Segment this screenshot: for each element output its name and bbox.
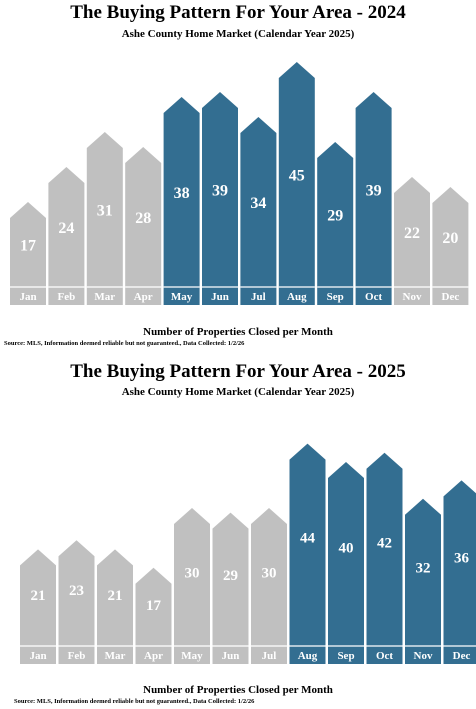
tick-label-jun: Jun	[211, 291, 229, 303]
bar-oct	[366, 452, 403, 664]
bar-mar	[86, 132, 123, 305]
bar-nov	[405, 498, 441, 664]
bar-oct	[355, 92, 392, 305]
data-label-jul: 34	[250, 195, 266, 212]
data-label-apr: 28	[135, 210, 151, 227]
chart-subtitle: Ashe County Home Market (Calendar Year 2…	[121, 28, 355, 40]
tick-label-oct: Oct	[365, 291, 382, 303]
source-note: Source: MLS, Information deemed reliable…	[4, 340, 245, 347]
bar-nov	[394, 177, 430, 305]
data-label-oct: 39	[366, 183, 382, 200]
bar-jan	[20, 549, 56, 664]
data-label-may: 30	[185, 565, 200, 581]
tick-label-apr: Apr	[134, 291, 153, 303]
chart-panel-2024: The Buying Pattern For Your Area - 2024 …	[0, 0, 476, 350]
tick-label-may: May	[171, 291, 193, 303]
data-label-may: 38	[174, 185, 190, 202]
data-label-mar: 31	[97, 203, 113, 220]
bar-chart-plot: 21 Jan 23 Feb 21 Mar 17 Apr 30 May 29 Jun 30 Jul 44 Aug…	[20, 443, 476, 664]
data-label-apr: 17	[146, 598, 162, 614]
data-label-jun: 29	[223, 568, 238, 584]
data-label-jul: 30	[262, 565, 277, 581]
chart-subtitle: Ashe County Home Market (Calendar Year 2…	[121, 386, 355, 398]
data-label-jan: 17	[20, 238, 36, 255]
data-label-sep: 29	[327, 208, 343, 225]
bar-jul	[251, 508, 287, 664]
bar-may	[174, 508, 210, 664]
bar-may	[163, 97, 200, 305]
data-label-dec: 20	[442, 230, 458, 247]
tick-label-feb: Feb	[58, 291, 76, 303]
tick-label-oct: Oct	[376, 650, 393, 662]
bar-apr	[135, 567, 172, 664]
data-label-feb: 23	[69, 583, 84, 599]
data-label-oct: 42	[377, 536, 392, 552]
bar-mar	[97, 549, 133, 664]
tick-label-sep: Sep	[327, 291, 344, 303]
tick-label-dec: Dec	[453, 650, 471, 662]
data-label-feb: 24	[58, 220, 74, 237]
data-label-jun: 39	[212, 183, 228, 200]
tick-label-may: May	[181, 650, 203, 662]
tick-label-nov: Nov	[403, 291, 422, 303]
bar-jun	[202, 92, 238, 305]
tick-label-jul: Jul	[262, 650, 277, 662]
bar-dec	[443, 480, 476, 664]
tick-label-mar: Mar	[105, 650, 126, 662]
tick-label-apr: Apr	[144, 650, 163, 662]
data-label-aug: 44	[300, 531, 316, 547]
data-label-nov: 32	[416, 561, 431, 577]
data-label-aug: 45	[289, 168, 305, 185]
chart-title: The Buying Pattern For Your Area - 2025	[70, 361, 406, 382]
bar-sep	[328, 462, 364, 664]
bar-feb	[58, 540, 95, 664]
tick-label-feb: Feb	[68, 650, 86, 662]
data-label-mar: 21	[108, 588, 123, 604]
bar-jun	[212, 512, 249, 664]
chart-title: The Buying Pattern For Your Area - 2024	[70, 2, 406, 23]
tick-label-jul: Jul	[251, 291, 266, 303]
tick-label-aug: Aug	[287, 291, 307, 303]
tick-label-jan: Jan	[19, 291, 36, 303]
tick-label-aug: Aug	[298, 650, 318, 662]
bar-sep	[317, 142, 354, 305]
bar-jul	[240, 117, 277, 305]
data-label-sep: 40	[339, 541, 354, 557]
bar-chart-plot: 17 Jan 24 Feb 31 Mar 28 Apr 38 May 39 Jun 34 Jul 45 Aug…	[10, 62, 469, 305]
chart-panel-2025: The Buying Pattern For Your Area - 2025 …	[0, 360, 476, 709]
bar-jan	[10, 202, 46, 305]
data-label-jan: 21	[31, 588, 46, 604]
tick-label-sep: Sep	[337, 650, 354, 662]
data-label-dec: 36	[454, 551, 470, 567]
tick-label-nov: Nov	[414, 650, 433, 662]
source-note: Source: MLS, Information deemed reliable…	[14, 698, 255, 705]
tick-label-jun: Jun	[222, 650, 240, 662]
bar-feb	[48, 167, 85, 305]
x-axis-label: Number of Properties Closed per Month	[143, 684, 333, 696]
bar-aug	[289, 443, 326, 664]
bar-dec	[432, 187, 469, 305]
tick-label-jan: Jan	[29, 650, 46, 662]
bar-aug	[278, 62, 315, 305]
bar-apr	[125, 147, 162, 305]
tick-label-dec: Dec	[442, 291, 460, 303]
tick-label-mar: Mar	[94, 291, 115, 303]
x-axis-label: Number of Properties Closed per Month	[143, 326, 333, 338]
data-label-nov: 22	[404, 225, 420, 242]
